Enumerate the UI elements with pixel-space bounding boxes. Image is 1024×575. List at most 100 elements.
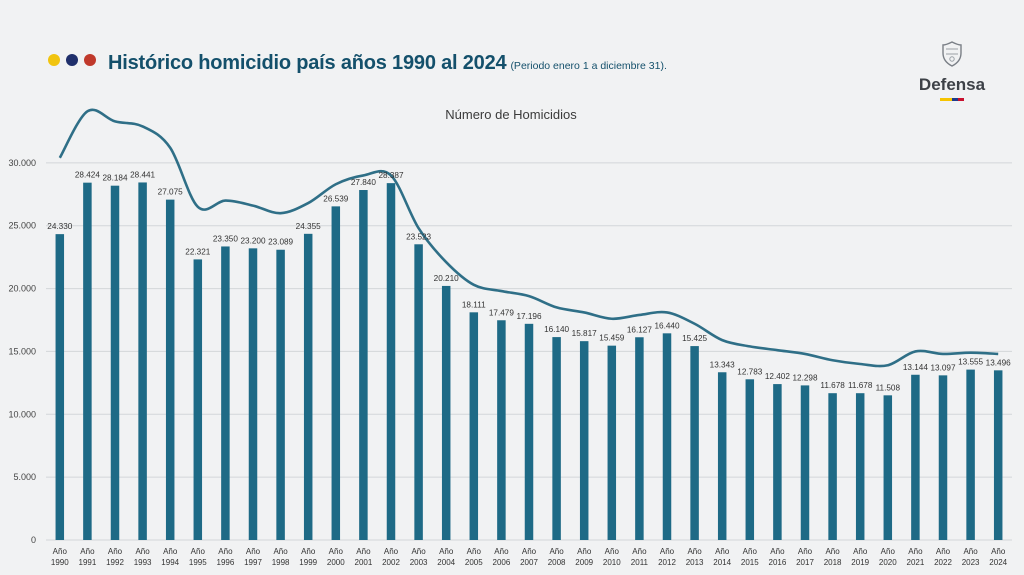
gridlines [46, 162, 1012, 541]
y-tick-label: 25.000 [8, 221, 36, 231]
decorative-dots [48, 54, 96, 66]
trend-line [58, 108, 999, 368]
x-tick-label: Año 2006 [493, 547, 511, 567]
bar [165, 199, 175, 540]
data-label: 12.298 [792, 373, 817, 382]
bar [110, 185, 120, 540]
bar [552, 337, 561, 540]
x-tick-label: Año 2011 [631, 547, 649, 567]
data-label: 24.355 [296, 222, 321, 231]
bar [800, 385, 810, 540]
data-label: 23.200 [240, 236, 265, 245]
x-tick-label: Año 1996 [217, 547, 235, 567]
bar [221, 246, 230, 540]
data-label: 28.424 [75, 171, 100, 180]
blue-dot-icon [66, 54, 78, 66]
data-label: 15.425 [682, 334, 707, 343]
x-tick-label: Año 1994 [161, 547, 179, 567]
bar [441, 285, 451, 540]
x-tick-label: Año 2014 [713, 547, 731, 567]
data-label: 12.783 [737, 367, 762, 376]
x-tick-label: Año 2004 [437, 547, 455, 567]
x-tick-label: Año 2005 [465, 547, 483, 567]
data-label: 16.140 [544, 325, 569, 334]
logo-text: Defensa [918, 75, 986, 94]
bar [248, 248, 258, 541]
trend-line-path [58, 108, 999, 368]
data-label: 16.127 [627, 325, 652, 334]
bar [690, 346, 699, 540]
bar [497, 320, 506, 540]
y-tick-label: 20.000 [8, 284, 36, 294]
page-title: Histórico homicidio país años 1990 al 20… [108, 52, 507, 74]
bar [938, 375, 948, 540]
bar [966, 369, 975, 540]
x-tick-label: Año 2020 [879, 547, 897, 567]
bar [662, 333, 672, 540]
data-label: 26.539 [323, 194, 348, 203]
bar [138, 182, 147, 540]
bar [303, 233, 313, 540]
data-label: 16.440 [654, 321, 679, 330]
data-label: 22.321 [185, 247, 210, 256]
data-label: 27.840 [351, 178, 376, 187]
data-label: 11.678 [820, 381, 845, 390]
x-tick-label: Año 1991 [79, 547, 97, 567]
x-tick-label: Año 2023 [962, 547, 980, 567]
data-label: 15.817 [572, 329, 597, 338]
x-tick-label: Año 2000 [327, 547, 345, 567]
x-tick-label: Año 1995 [189, 547, 207, 567]
bar [883, 395, 893, 540]
y-tick-label: 30.000 [8, 158, 36, 168]
x-tick-label: Año 2010 [603, 547, 621, 567]
bar [83, 182, 92, 540]
data-label: 27.075 [158, 188, 183, 197]
bar [828, 393, 837, 540]
data-label: 12.402 [765, 372, 790, 381]
bar [993, 370, 1003, 540]
data-label: 28.387 [378, 171, 403, 180]
bar [386, 183, 396, 540]
bar [717, 372, 727, 540]
x-tick-label: Año 2016 [769, 547, 787, 567]
data-label: 13.144 [903, 363, 928, 372]
data-label: 24.330 [47, 222, 72, 231]
x-tick-label: Año 2017 [796, 547, 814, 567]
data-label: 13.343 [710, 360, 735, 369]
data-label: 23.089 [268, 238, 293, 247]
x-tick-label: Año 1997 [244, 547, 262, 567]
x-tick-label: Año 2008 [548, 547, 566, 567]
data-label: 28.184 [102, 174, 127, 183]
data-label: 17.479 [489, 308, 514, 317]
bars [55, 182, 1003, 541]
bar [855, 393, 865, 540]
flag-red [958, 98, 964, 101]
x-tick-label: Año 2021 [907, 547, 925, 567]
x-tick-label: Año 2012 [658, 547, 676, 567]
y-tick-label: 5.000 [13, 472, 36, 482]
red-dot-icon [84, 54, 96, 66]
x-tick-label: Año 2015 [741, 547, 759, 567]
x-tick-label: Año 2003 [410, 547, 428, 567]
x-tick-label: Año 1999 [299, 547, 317, 567]
x-tick-label: Año 2002 [382, 547, 400, 567]
y-tick-label: 15.000 [8, 346, 36, 356]
data-label: 11.678 [848, 381, 873, 390]
yellow-dot-icon [48, 54, 60, 66]
data-label: 18.111 [462, 300, 486, 309]
y-tick-label: 10.000 [8, 409, 36, 419]
x-tick-label: Año 1990 [51, 547, 69, 567]
data-label: 13.097 [930, 363, 955, 372]
bar [911, 374, 920, 540]
coat-of-arms-icon [942, 41, 962, 67]
data-label: 15.459 [599, 334, 624, 343]
x-tick-label: Año 1998 [272, 547, 290, 567]
bar [414, 244, 423, 540]
data-label: 23.350 [213, 234, 238, 243]
data-label: 13.555 [958, 358, 983, 367]
bar [607, 345, 617, 540]
chart-title: Número de Homicidios [445, 107, 577, 122]
flag-blue [952, 98, 958, 101]
